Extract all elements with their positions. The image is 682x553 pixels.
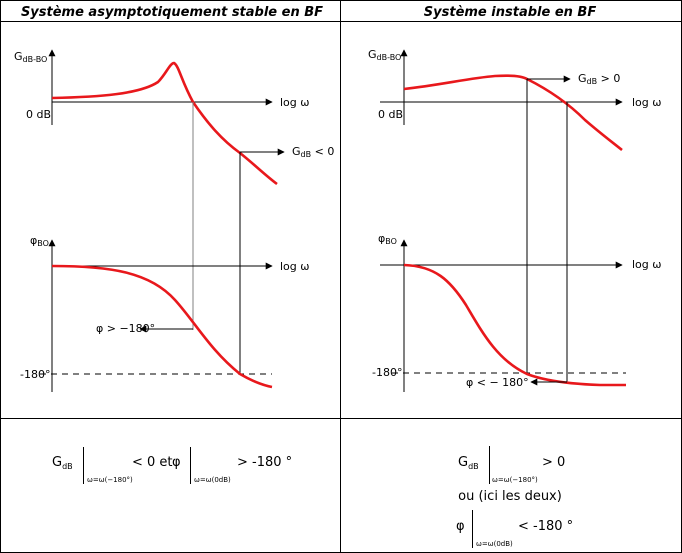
- left-phase-curve: [51, 264, 273, 389]
- right-eval-subscript-2: ω=ω(0dB): [476, 540, 513, 548]
- left-gain-x-label: log ω: [280, 96, 309, 109]
- left-bode-plot: GdB-BO 0 dB log ω GdB < 0 φBO log ω -180…: [14, 49, 334, 392]
- left-cond-part1: < 0 et: [132, 455, 173, 470]
- right-phase-x-label: log ω: [632, 258, 661, 271]
- right-gain-annotation: GdB > 0: [578, 72, 620, 86]
- right-eval-subscript-1: ω=ω(−180°): [492, 476, 538, 484]
- right-minus180-label: -180°: [372, 366, 402, 379]
- left-gain-annotation: GdB < 0: [292, 145, 334, 159]
- right-cond-part1: > 0: [542, 455, 565, 470]
- right-cond-phi: φ: [456, 519, 465, 534]
- left-eval-subscript-1: ω=ω(−180°): [87, 476, 133, 484]
- left-eval-subscript-2: ω=ω(0dB): [194, 476, 231, 484]
- left-phase-axis-label: φBO: [30, 234, 49, 248]
- right-gain-x-label: log ω: [632, 96, 661, 109]
- right-cond-gain: GdB: [458, 455, 479, 471]
- right-phase-annotation: φ < − 180°: [466, 376, 529, 389]
- right-cond-connector: ou (ici les deux): [458, 489, 562, 504]
- left-column-title: Système asymptotiquement stable en BF: [21, 5, 323, 20]
- left-phase-x-label: log ω: [280, 260, 309, 273]
- right-gain-axis-label: GdB-BO: [368, 48, 401, 62]
- right-phase-axis-label: φBO: [378, 232, 397, 246]
- right-bode-plot: GdB-BO 0 dB log ω GdB > 0 φBO log ω -180…: [368, 48, 661, 392]
- left-zero-db-label: 0 dB: [26, 108, 51, 121]
- left-cond-part2: > -180 °: [237, 455, 292, 470]
- left-minus180-label: -180°: [20, 368, 50, 381]
- right-instability-condition: GdB ω=ω(−180°) > 0 ou (ici les deux) φ ω…: [456, 446, 573, 548]
- right-phase-curve: [403, 263, 626, 387]
- right-gain-curve: [403, 74, 623, 152]
- right-cond-part2: < -180 °: [518, 519, 573, 534]
- left-stability-condition: GdB ω=ω(−180°) < 0 et φ ω=ω(0dB) > -180 …: [52, 447, 292, 484]
- left-cond-phi: φ: [172, 455, 181, 470]
- left-gain-curve: [51, 61, 278, 186]
- left-phase-annotation: φ > −180°: [96, 322, 155, 335]
- left-gain-axis-label: GdB-BO: [14, 50, 47, 64]
- right-zero-db-label: 0 dB: [378, 108, 403, 121]
- left-cond-gain: GdB: [52, 455, 73, 471]
- right-column-title: Système instable en BF: [424, 5, 597, 20]
